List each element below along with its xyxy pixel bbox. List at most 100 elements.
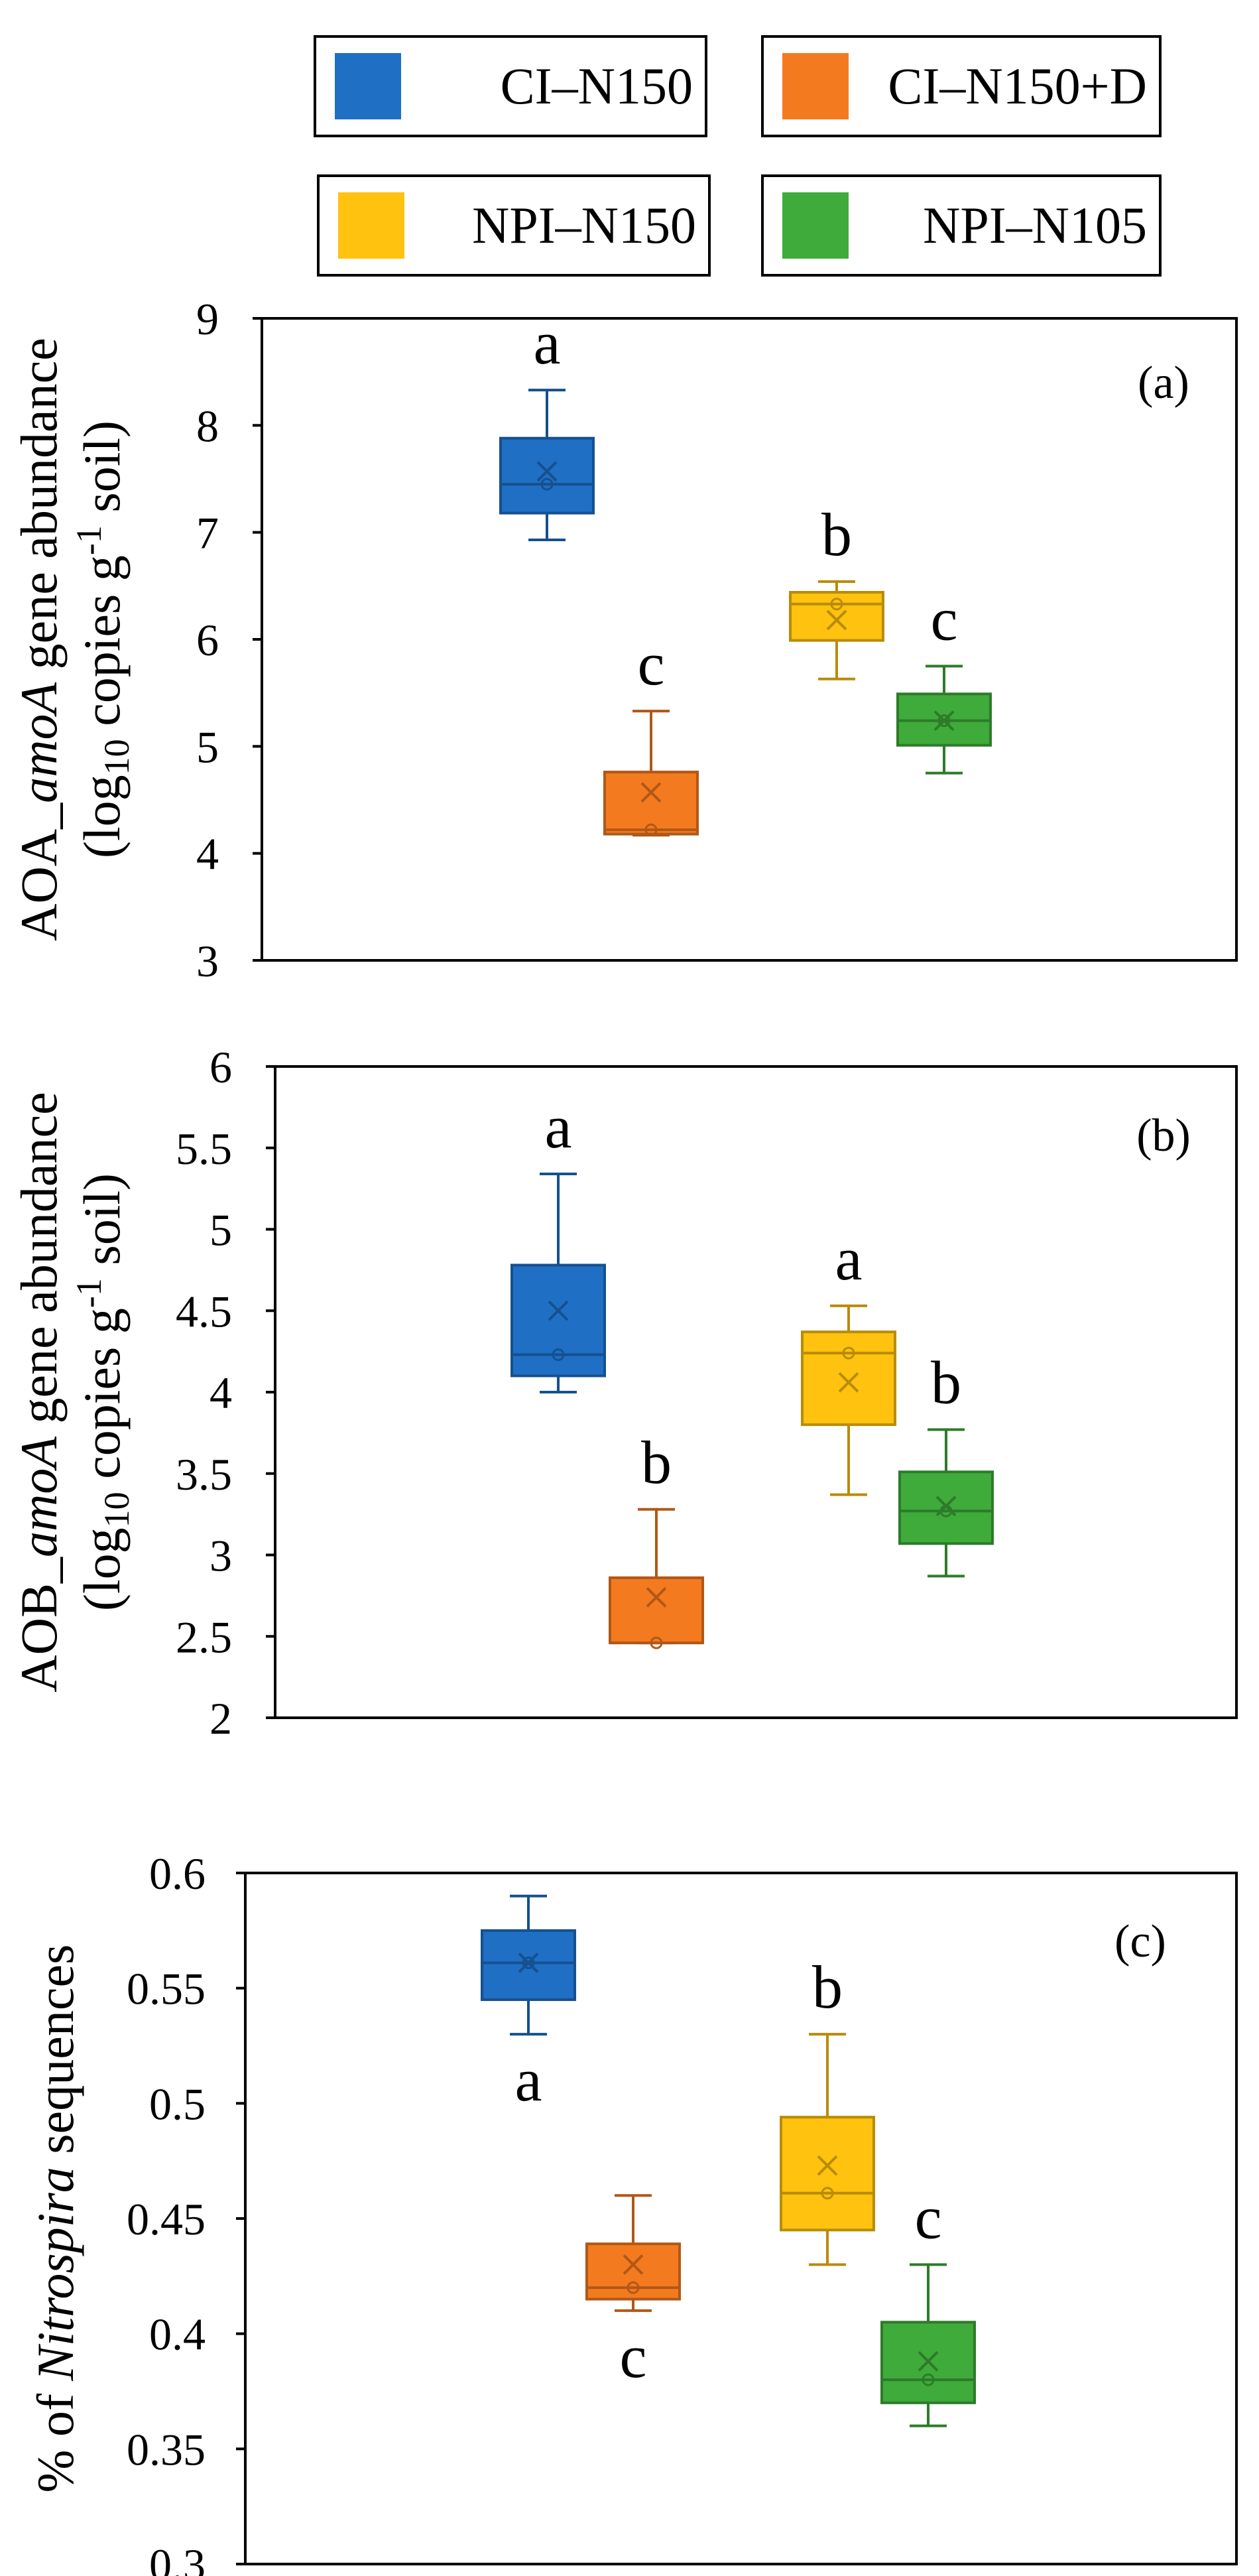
box-2: c	[585, 2194, 681, 2390]
y-tick-label: 5	[210, 1205, 232, 1256]
y-tick-label: 9	[196, 294, 219, 344]
y-axis-title-italic: amoA	[10, 1437, 68, 1557]
y-axis-title-superscript: -1	[69, 525, 109, 555]
median-marker	[821, 2187, 834, 2200]
y-axis-title-part: copies g	[73, 1308, 131, 1492]
significance-letter: a	[545, 1093, 572, 1161]
y-tick-label: 0.3	[149, 2540, 206, 2576]
mean-marker	[838, 1372, 859, 1393]
box-iqr	[789, 591, 884, 642]
box-4: b	[898, 1348, 994, 1578]
y-tick-label: 5.5	[176, 1124, 232, 1174]
significance-letter: a	[534, 309, 561, 377]
significance-letter: b	[641, 1429, 672, 1496]
significance-letter: a	[515, 2046, 542, 2114]
y-axis-title-part: soil)	[73, 420, 131, 525]
y-axis-title-superscript: -1	[69, 1278, 109, 1308]
y-tick-label: 2.5	[176, 1612, 232, 1662]
y-axis-title-part: AOA_	[10, 803, 68, 941]
mean-marker	[640, 782, 662, 803]
y-axis-title-part: copies g	[73, 555, 131, 739]
median-marker	[650, 1636, 663, 1649]
mean-marker	[646, 1586, 667, 1608]
y-tick-label: 0.4	[149, 2309, 206, 2360]
significance-letter: c	[620, 2323, 647, 2390]
median-marker	[644, 823, 658, 836]
median-marker	[627, 2281, 640, 2294]
panel-c: 0.3 0.35 0.4 0.45 0.5 0.55 0.6 (c) % of Nitrospi…	[27, 1848, 1238, 2576]
significance-letter: c	[915, 2183, 942, 2251]
y-axis-title-part: gene abundance	[10, 1092, 68, 1437]
box-4: c	[880, 2183, 976, 2427]
y-axis-title-line2: (log10 copies g-1 soil)	[69, 420, 137, 858]
y-tick-label: 7	[196, 508, 219, 558]
y-tick-label: 0.55	[127, 1964, 206, 2014]
mean-marker	[536, 461, 558, 482]
box-1: a	[481, 1894, 576, 2114]
y-tick-label: 0.45	[127, 2194, 206, 2244]
box-2: c	[603, 630, 699, 837]
legend: CI–N150 CI–N150+D NPI–N150 NPI–N105	[314, 35, 1162, 277]
legend-swatch	[335, 53, 401, 119]
legend-swatch	[338, 192, 404, 259]
legend-item: CI–N150+D	[761, 35, 1162, 137]
legend-swatch	[782, 192, 849, 259]
box-1: a	[499, 309, 595, 541]
mean-marker	[817, 2155, 838, 2176]
plot-frame	[261, 317, 1238, 962]
y-tick-label: 2	[210, 1693, 232, 1744]
y-tick-label: 5	[196, 722, 219, 772]
y-axis-title-line2: (log10 copies g-1 soil)	[69, 1173, 137, 1611]
y-axis-title-part: sequences	[27, 1945, 84, 2167]
legend-item: CI–N150	[314, 35, 707, 137]
panel-label: (a)	[1138, 357, 1189, 409]
y-tick-label: 4	[210, 1368, 232, 1418]
box-iqr	[780, 2116, 875, 2232]
box-iqr	[801, 1330, 896, 1427]
y-axis-title-part: % of	[27, 2380, 84, 2492]
legend-swatch	[782, 53, 849, 119]
median-marker	[552, 1348, 565, 1362]
y-axis-title-part: gene abundance	[10, 338, 68, 682]
y-axis-title-subscript: 10	[97, 739, 137, 775]
y-tick-label: 0.35	[127, 2424, 206, 2475]
y-tick-label: 0.5	[149, 2079, 206, 2129]
y-tick-label: 0.6	[149, 1848, 206, 1899]
box-iqr	[603, 771, 699, 836]
median-marker	[922, 2373, 935, 2386]
y-tick-label: 3	[196, 936, 219, 986]
y-axis-title: AOA_amoA gene abundance	[10, 338, 68, 941]
plot-frame	[274, 1065, 1238, 1719]
panel-label: (b)	[1136, 1110, 1191, 1161]
y-axis-title-part: (log	[73, 775, 131, 858]
box-iqr	[609, 1576, 704, 1645]
mean-marker	[933, 710, 955, 732]
mean-marker	[918, 2351, 939, 2372]
box-3: b	[789, 501, 884, 680]
panel-label: (c)	[1114, 1916, 1166, 1967]
y-axis-title: % of Nitrospira sequences	[27, 1945, 84, 2493]
legend-label: CI–N150	[501, 57, 693, 115]
box-3: a	[801, 1225, 896, 1496]
mean-marker	[548, 1300, 569, 1321]
y-tick-label: 3	[210, 1531, 232, 1581]
y-axis-title-part: soil)	[73, 1173, 131, 1278]
mean-marker	[935, 1496, 957, 1517]
y-axis-title-part: AOB_	[10, 1557, 68, 1693]
box-3: b	[780, 1953, 875, 2266]
y-tick-label: 6	[196, 615, 219, 665]
legend-label: NPI–N105	[923, 196, 1147, 254]
legend-item: NPI–N150	[317, 174, 711, 277]
significance-letter: c	[931, 585, 958, 653]
y-axis-title: AOB_amoA gene abundance	[10, 1092, 68, 1692]
median-marker	[522, 1956, 535, 1969]
y-axis-title-subscript: 10	[97, 1492, 137, 1527]
mean-marker	[826, 610, 847, 631]
box-4: c	[896, 585, 992, 775]
panel-a: 3 4 5 6 7 8 9 (a) AOA_amoA gene abundance(log10 …	[10, 294, 1238, 986]
box-iqr	[585, 2242, 681, 2301]
box-iqr	[499, 436, 595, 515]
significance-letter: b	[931, 1348, 961, 1416]
median-marker	[842, 1346, 855, 1360]
